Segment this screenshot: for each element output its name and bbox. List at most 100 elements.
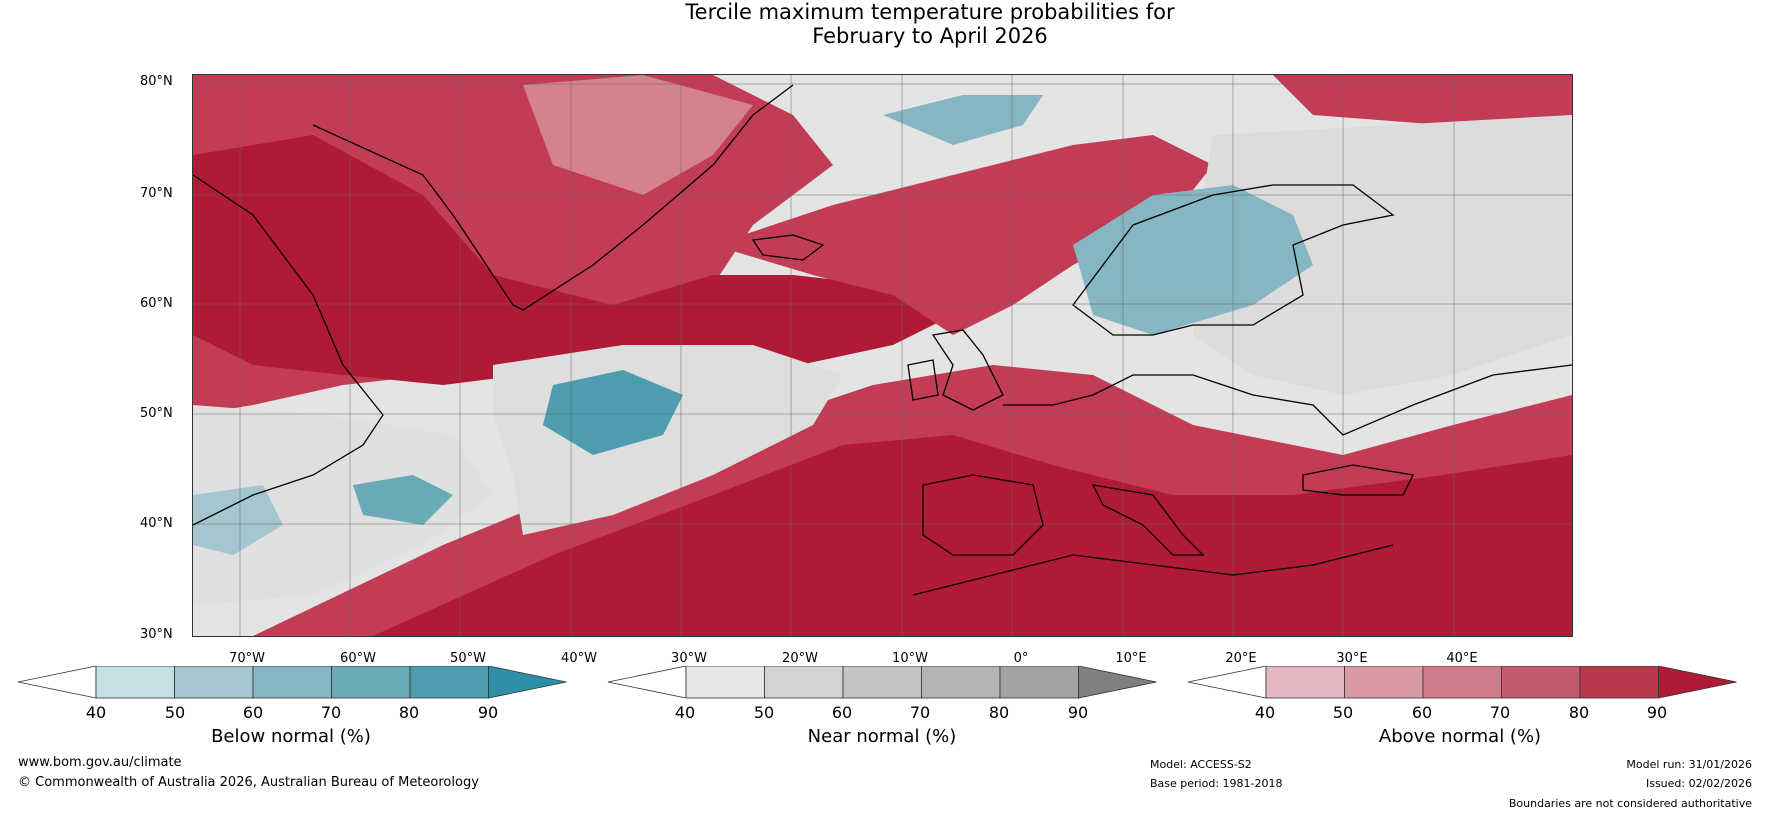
lat-label-30n: 30°N xyxy=(140,627,173,642)
cb-near-tick-70: 70 xyxy=(909,703,931,722)
colorbar-min-extend xyxy=(1187,666,1267,699)
europe-coast xyxy=(1003,364,1572,436)
above-normal-region-strong-west xyxy=(193,135,953,385)
colorbar-segment xyxy=(1422,666,1502,699)
below-normal-region-newfoundland xyxy=(353,475,453,525)
greenland-coast xyxy=(312,84,794,311)
cb-below-tick-80: 80 xyxy=(398,703,420,722)
colorbar-segment xyxy=(999,666,1079,699)
ireland-coast xyxy=(907,359,939,401)
colorbar-label-above: Above normal (%) xyxy=(1378,726,1542,747)
model-text: Model: ACCESS-S2 xyxy=(1150,758,1252,771)
canada-coast xyxy=(193,174,384,526)
colorbar-above xyxy=(1187,666,1737,699)
cb-near-tick-90: 90 xyxy=(1067,703,1089,722)
lon-label-0: 0° xyxy=(1013,651,1029,666)
lon-label-30e: 30°E xyxy=(1336,651,1368,666)
black-sea-coast xyxy=(1302,464,1414,496)
map-canvas xyxy=(193,75,1572,636)
colorbar-min-extend xyxy=(607,666,687,699)
colorbar-min-extend xyxy=(17,666,97,699)
iberia-coast xyxy=(922,474,1044,556)
colorbar-segment xyxy=(1501,666,1581,699)
model-run-text: Model run: 31/01/2026 xyxy=(1626,758,1752,771)
cb-above-tick-90: 90 xyxy=(1646,703,1668,722)
lat-label-80n: 80°N xyxy=(140,74,173,89)
colorbar-segment xyxy=(409,666,489,699)
map-title: Tercile maximum temperature probabilitie… xyxy=(0,0,1770,48)
near-normal-region-southwest xyxy=(193,405,493,605)
colorbar-segment xyxy=(764,666,844,699)
cb-below-tick-50: 50 xyxy=(164,703,186,722)
colorbar-segment xyxy=(1265,666,1345,699)
cb-above-tick-70: 70 xyxy=(1489,703,1511,722)
cb-above-tick-50: 50 xyxy=(1332,703,1354,722)
cb-near-tick-50: 50 xyxy=(753,703,775,722)
base-period-text: Base period: 1981-2018 xyxy=(1150,777,1283,790)
cb-below-tick-40: 40 xyxy=(85,703,107,722)
above-normal-region-arctic xyxy=(1273,75,1572,125)
iceland-coast xyxy=(751,234,825,261)
cb-above-tick-80: 80 xyxy=(1568,703,1590,722)
below-normal-region-coast xyxy=(193,485,283,555)
lon-label-50w: 50°W xyxy=(450,651,486,666)
lat-label-60n: 60°N xyxy=(140,296,173,311)
north-africa-coast xyxy=(912,544,1394,596)
disclaimer-text: Boundaries are not considered authoritat… xyxy=(1508,797,1752,810)
title-line-2: February to April 2026 xyxy=(812,24,1048,48)
below-normal-region-atlantic xyxy=(543,370,683,455)
cb-near-tick-80: 80 xyxy=(988,703,1010,722)
italy-coast xyxy=(1091,484,1205,556)
lon-label-30w: 30°W xyxy=(671,651,707,666)
colorbar-below xyxy=(17,666,567,699)
colorbar-max-extend xyxy=(1658,666,1737,699)
british-isles-coast xyxy=(931,329,1004,411)
colorbar-max-extend xyxy=(1078,666,1157,699)
lat-label-40n: 40°N xyxy=(140,516,173,531)
cb-near-tick-60: 60 xyxy=(831,703,853,722)
colorbar-segment xyxy=(685,666,765,699)
coastlines xyxy=(193,84,1572,596)
lon-label-70w: 70°W xyxy=(229,651,265,666)
cb-above-tick-60: 60 xyxy=(1411,703,1433,722)
website-url: www.bom.gov.au/climate xyxy=(18,755,182,770)
below-normal-region-scandinavia xyxy=(1073,185,1313,335)
lon-label-20w: 20°W xyxy=(782,651,818,666)
lon-label-40w: 40°W xyxy=(561,651,597,666)
below-normal-region-northeast-atlantic xyxy=(883,95,1043,145)
issued-text: Issued: 02/02/2026 xyxy=(1645,777,1752,790)
above-normal-region-mediterranean xyxy=(373,435,1572,636)
scandinavia-coast xyxy=(1072,184,1395,336)
colorbar-segment xyxy=(95,666,175,699)
above-normal-region-north-atlantic xyxy=(713,135,1213,335)
cb-near-tick-40: 40 xyxy=(674,703,696,722)
copyright-text: © Commonwealth of Australia 2026, Austra… xyxy=(18,775,479,790)
colorbar-segment xyxy=(921,666,1001,699)
colorbars xyxy=(17,666,1737,699)
colorbar-segment xyxy=(1579,666,1659,699)
lon-label-60w: 60°W xyxy=(340,651,376,666)
lon-label-40e: 40°E xyxy=(1446,651,1478,666)
colorbar-segment xyxy=(842,666,922,699)
lon-label-10e: 10°E xyxy=(1115,651,1147,666)
lat-label-70n: 70°N xyxy=(140,186,173,201)
probability-map xyxy=(192,74,1573,637)
cb-below-tick-70: 70 xyxy=(320,703,342,722)
colorbar-segment xyxy=(331,666,411,699)
lon-label-10w: 10°W xyxy=(892,651,928,666)
colorbar-label-near: Near normal (%) xyxy=(807,726,957,747)
colorbar-near xyxy=(607,666,1157,699)
cb-below-tick-90: 90 xyxy=(477,703,499,722)
cb-above-tick-40: 40 xyxy=(1254,703,1276,722)
colorbar-max-extend xyxy=(488,666,567,699)
above-normal-region-greenland xyxy=(523,75,753,195)
lat-label-50n: 50°N xyxy=(140,406,173,421)
colorbar-segment xyxy=(1344,666,1424,699)
lon-label-20e: 20°E xyxy=(1225,651,1257,666)
title-line-1: Tercile maximum temperature probabilitie… xyxy=(685,0,1175,24)
colorbar-label-below: Below normal (%) xyxy=(211,726,371,747)
colorbar-segment xyxy=(174,666,254,699)
graticule xyxy=(193,75,1572,636)
colorbar-segment xyxy=(252,666,332,699)
cb-below-tick-60: 60 xyxy=(242,703,264,722)
